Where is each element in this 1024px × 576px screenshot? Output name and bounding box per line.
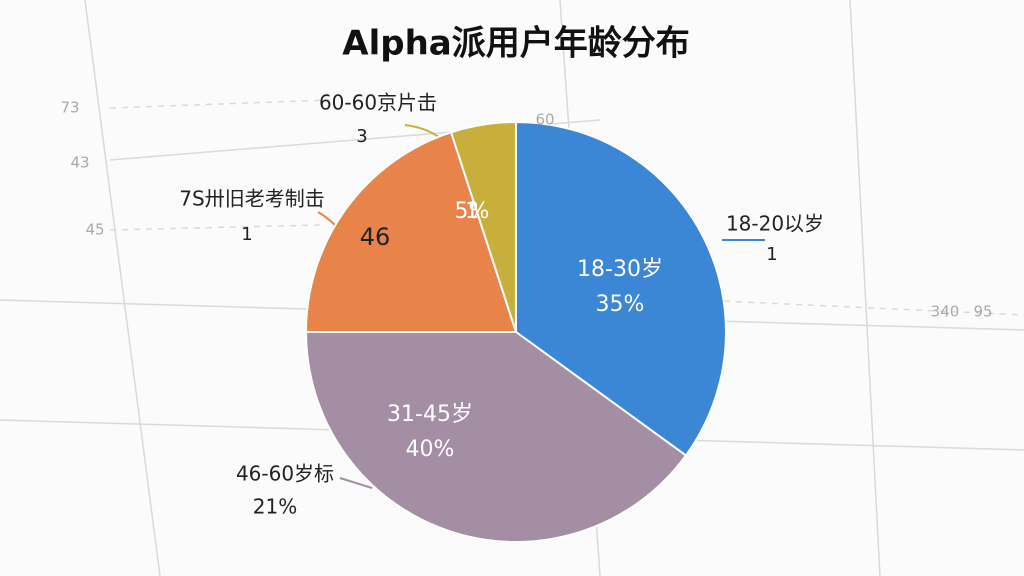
pie-slice — [449, 120, 517, 333]
background-label: 73 — [60, 99, 79, 117]
value-label: 35% — [596, 292, 645, 317]
annotation: 7S卅旧老考制击 — [179, 187, 324, 211]
value-label: 5% — [455, 199, 490, 224]
pie-slice — [304, 131, 518, 333]
annotation: 3 — [356, 126, 367, 147]
annotation: 46 — [360, 223, 391, 251]
background-label: 43 — [70, 154, 89, 172]
annotation: 1 — [766, 244, 777, 265]
pie — [304, 120, 727, 543]
labels: 18-30岁 35% 31-45岁 40% 5% 46 1 60-60京片击 3 7S卅旧老考制击… — [60, 91, 992, 519]
background-label: 340 — [931, 303, 960, 321]
background-label: 60 — [535, 111, 554, 129]
background-label: 45 — [85, 221, 104, 239]
annotation: 1 — [241, 224, 252, 245]
value-label: 40% — [406, 437, 455, 462]
background-label: 95 — [973, 303, 992, 321]
chart-title: Alpha派用户年龄分布 — [342, 24, 689, 64]
pie-slice — [515, 120, 727, 457]
slice-label: 31-45岁 — [387, 402, 473, 427]
annotation: 18-20以岁 — [726, 212, 824, 236]
annotation: 46-60岁标 — [236, 462, 334, 486]
annotation: 21% — [253, 495, 297, 519]
annotation: 1 — [465, 199, 479, 224]
pie-slice — [304, 331, 688, 543]
annotation: 60-60京片击 — [319, 91, 437, 115]
slice-label: 18-30岁 — [577, 257, 663, 282]
